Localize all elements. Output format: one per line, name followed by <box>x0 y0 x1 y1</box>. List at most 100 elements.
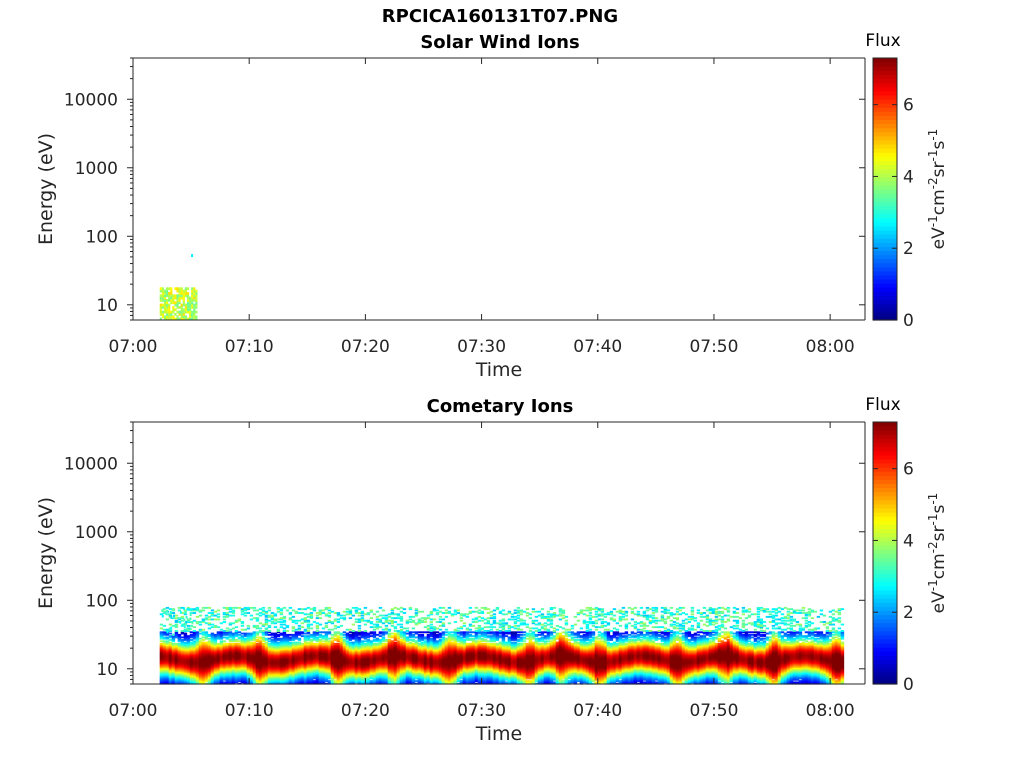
heatmap-cell <box>195 317 198 321</box>
heatmap-cell <box>327 675 332 677</box>
colorbar-swatch <box>873 58 897 63</box>
heatmap-cell <box>198 653 203 656</box>
heatmap-cell <box>270 640 275 643</box>
heatmap-cell <box>372 664 377 667</box>
heatmap-cell <box>279 678 284 681</box>
heatmap-cell <box>195 631 200 634</box>
heatmap-cell <box>219 659 224 662</box>
heatmap-cell <box>402 680 407 683</box>
heatmap-cell <box>243 646 248 649</box>
heatmap-cell <box>321 640 326 643</box>
heatmap-cell <box>279 671 284 674</box>
heatmap-cell <box>462 614 467 617</box>
heatmap-cell <box>345 610 350 613</box>
heatmap-cell <box>165 636 170 639</box>
heatmap-cell <box>348 650 353 653</box>
heatmap-cell <box>174 626 179 629</box>
heatmap-cell <box>408 648 413 650</box>
heatmap-cell <box>432 680 437 683</box>
heatmap-cell <box>390 636 395 639</box>
heatmap-cell <box>177 678 182 681</box>
heatmap-cell <box>170 298 173 302</box>
heatmap-cell <box>162 640 167 643</box>
heatmap-cell <box>183 673 188 676</box>
heatmap-cell <box>163 315 167 319</box>
heatmap-cell <box>450 677 455 680</box>
heatmap-cell <box>447 632 452 635</box>
heatmap-cell <box>429 623 434 626</box>
heatmap-cell <box>258 660 263 663</box>
heatmap-cell <box>399 669 404 672</box>
heatmap-cell <box>303 630 308 632</box>
heatmap-cell <box>429 672 434 675</box>
heatmap-cell <box>318 645 323 648</box>
heatmap-cell <box>423 626 428 629</box>
heatmap-cell <box>279 613 284 616</box>
heatmap-cell <box>189 678 194 681</box>
heatmap-cell <box>438 657 443 659</box>
heatmap-cell <box>192 664 197 667</box>
heatmap-cell <box>435 677 440 680</box>
heatmap-cell <box>429 610 434 613</box>
heatmap-cell <box>321 659 326 662</box>
heatmap-cell <box>462 644 467 647</box>
heatmap-cell <box>444 651 449 654</box>
heatmap-cell <box>441 640 446 643</box>
heatmap-cell <box>207 606 212 609</box>
heatmap-cell <box>387 673 392 676</box>
heatmap-cell <box>327 680 332 683</box>
heatmap-cell <box>237 637 242 640</box>
heatmap-cell <box>429 635 434 638</box>
heatmap-cell <box>414 658 419 661</box>
heatmap-cell <box>198 640 203 643</box>
heatmap-cell <box>351 651 356 654</box>
heatmap-cell <box>225 667 230 670</box>
heatmap-cell <box>249 659 254 662</box>
heatmap-cell <box>465 666 470 668</box>
heatmap-cell <box>324 648 329 650</box>
heatmap-cell <box>207 633 212 636</box>
heatmap-cell <box>315 648 320 650</box>
heatmap-cell <box>285 662 290 665</box>
heatmap-cell <box>258 646 263 649</box>
heatmap-cell <box>237 606 242 609</box>
heatmap-cell <box>282 654 287 657</box>
heatmap-cell <box>171 640 176 643</box>
heatmap-cell <box>255 626 260 629</box>
heatmap-cell <box>213 660 218 663</box>
heatmap-cell <box>228 649 233 652</box>
heatmap-cell <box>468 671 473 674</box>
heatmap-cell <box>192 663 197 666</box>
heatmap-cell <box>159 645 164 648</box>
heatmap-cell <box>273 636 278 639</box>
heatmap-cell <box>438 654 443 657</box>
heatmap-cell <box>168 654 173 657</box>
heatmap-cell <box>210 669 215 672</box>
heatmap-cell <box>186 676 191 679</box>
heatmap-cell <box>444 676 449 679</box>
heatmap-cell <box>159 668 164 671</box>
heatmap-cell <box>237 663 242 666</box>
heatmap-cell <box>198 645 203 648</box>
heatmap-cell <box>192 642 197 645</box>
heatmap-cell <box>441 655 446 658</box>
heatmap-cell <box>231 671 236 674</box>
heatmap-cell <box>471 657 476 659</box>
heatmap-cell <box>366 613 371 616</box>
heatmap-cell <box>318 660 323 663</box>
heatmap-cell <box>162 671 167 674</box>
heatmap-cell <box>411 615 416 618</box>
heatmap-cell <box>339 614 344 617</box>
heatmap-cell <box>444 628 449 631</box>
heatmap-cell <box>237 642 242 645</box>
heatmap-cell <box>189 666 194 668</box>
heatmap-cell <box>354 673 359 676</box>
heatmap-cell <box>429 637 434 640</box>
heatmap-cell <box>369 664 374 667</box>
heatmap-cell <box>453 630 458 632</box>
heatmap-cell <box>195 675 200 677</box>
heatmap-cell <box>192 658 197 661</box>
heatmap-cell <box>378 650 383 653</box>
heatmap-cell <box>360 673 365 676</box>
heatmap-cell <box>189 659 194 662</box>
